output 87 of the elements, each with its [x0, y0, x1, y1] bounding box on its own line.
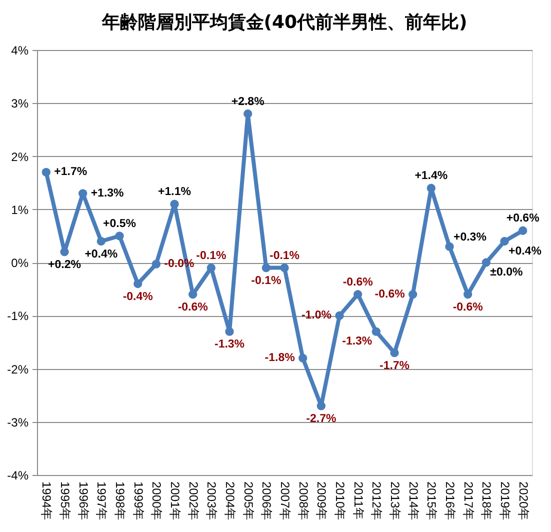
data-label: +0.6%: [506, 212, 540, 225]
data-label: +1.4%: [414, 170, 448, 182]
data-label: -1.3%: [342, 336, 372, 348]
point: [170, 200, 179, 208]
y-tick-label: 2%: [11, 150, 29, 164]
x-tick-label: 2006年: [260, 482, 274, 520]
x-tick-label: 2005年: [241, 482, 256, 520]
x-tick-label: 2004年: [223, 482, 237, 520]
x-tick-label: 2016年: [443, 482, 457, 520]
data-label: -2.7%: [306, 412, 336, 425]
data-label: -1.0%: [301, 310, 332, 322]
x-tick-label: 1997年: [94, 482, 109, 520]
x-tick-label: 1995年: [58, 482, 72, 520]
chart-title: 年齢階層別平均賃金(40代前半男性、前年比): [100, 12, 468, 33]
point: [426, 184, 436, 192]
data-label: -1.7%: [379, 360, 410, 372]
point: [244, 109, 252, 118]
x-tick-label: 2015年: [424, 482, 439, 520]
x-tick-label: 2014年: [406, 482, 420, 520]
y-tick-label: 0%: [11, 256, 29, 270]
y-tick-label: 3%: [11, 96, 29, 111]
x-tick-label: 2020年: [516, 482, 530, 520]
data-label: +0.4%: [84, 248, 118, 260]
point: [280, 263, 289, 272]
data-label: +1.7%: [54, 166, 88, 178]
data-label: -0.1%: [251, 274, 282, 287]
point: [225, 327, 234, 336]
point: [188, 290, 198, 299]
data-label: -0.1%: [196, 250, 226, 262]
y-tick-label: -2%: [7, 362, 29, 376]
data-label: +1.1%: [158, 186, 191, 198]
y-tick-label: -3%: [7, 415, 29, 430]
x-tick-label: 1994年: [40, 482, 54, 520]
x-tick-label: 2013年: [388, 482, 402, 520]
x-tick-label: 2017年: [461, 482, 476, 520]
data-label: -0.6%: [452, 301, 483, 314]
x-tick-label: 2010年: [333, 482, 347, 520]
x-tick-label: 2000年: [150, 482, 164, 520]
data-label: -0.1%: [269, 250, 300, 262]
data-label: +2.8%: [231, 96, 264, 108]
data-label: -1.3%: [214, 338, 245, 351]
x-tick-label: 2001年: [168, 482, 182, 520]
x-tick-label: 2007年: [278, 482, 292, 520]
point: [60, 248, 69, 256]
data-label: +0.5%: [103, 218, 136, 230]
y-tick-label: -1%: [7, 309, 29, 324]
point: [262, 263, 270, 272]
data-label: -0.6%: [178, 301, 208, 314]
point: [134, 279, 142, 288]
data-label: -0.6%: [374, 288, 405, 300]
data-label: +0.2%: [48, 258, 81, 271]
point: [482, 258, 490, 267]
x-tick-label: 2008年: [296, 482, 310, 520]
y-tick-label: 4%: [11, 44, 29, 58]
point: [445, 242, 454, 251]
point: [152, 260, 160, 268]
point: [500, 236, 509, 246]
point: [335, 311, 344, 320]
data-label: -0.6%: [342, 276, 373, 288]
point: [42, 168, 50, 177]
x-tick-label: 2019年: [498, 482, 512, 520]
x-tick-label: 1998年: [113, 482, 127, 520]
x-tick-label: 1999年: [131, 482, 146, 520]
data-label: -0.4%: [122, 290, 153, 303]
point: [354, 290, 362, 299]
x-tick-label: 2009年: [314, 482, 329, 520]
data-label: +0.3%: [454, 232, 486, 244]
data-label: ±0.0%: [490, 266, 523, 278]
x-tick-label: 2002年: [186, 482, 200, 520]
point: [372, 327, 380, 336]
data-label: +0.4%: [508, 245, 542, 258]
y-tick-label: 1%: [11, 202, 29, 217]
x-tick-label: 1996年: [76, 482, 90, 520]
point: [115, 232, 124, 240]
point: [298, 354, 308, 362]
point: [316, 402, 326, 410]
point: [518, 226, 528, 235]
point: [390, 348, 399, 358]
y-tick-label: -4%: [7, 468, 29, 482]
data-label: +1.3%: [90, 187, 124, 200]
point: [408, 290, 418, 299]
x-tick-label: 2011年: [351, 482, 366, 520]
data-label: -1.8%: [264, 352, 295, 364]
x-tick-label: 2003年: [204, 482, 219, 520]
x-tick-label: 2018年: [480, 482, 494, 520]
point: [96, 236, 106, 246]
x-tick-label: 2012年: [370, 482, 384, 520]
